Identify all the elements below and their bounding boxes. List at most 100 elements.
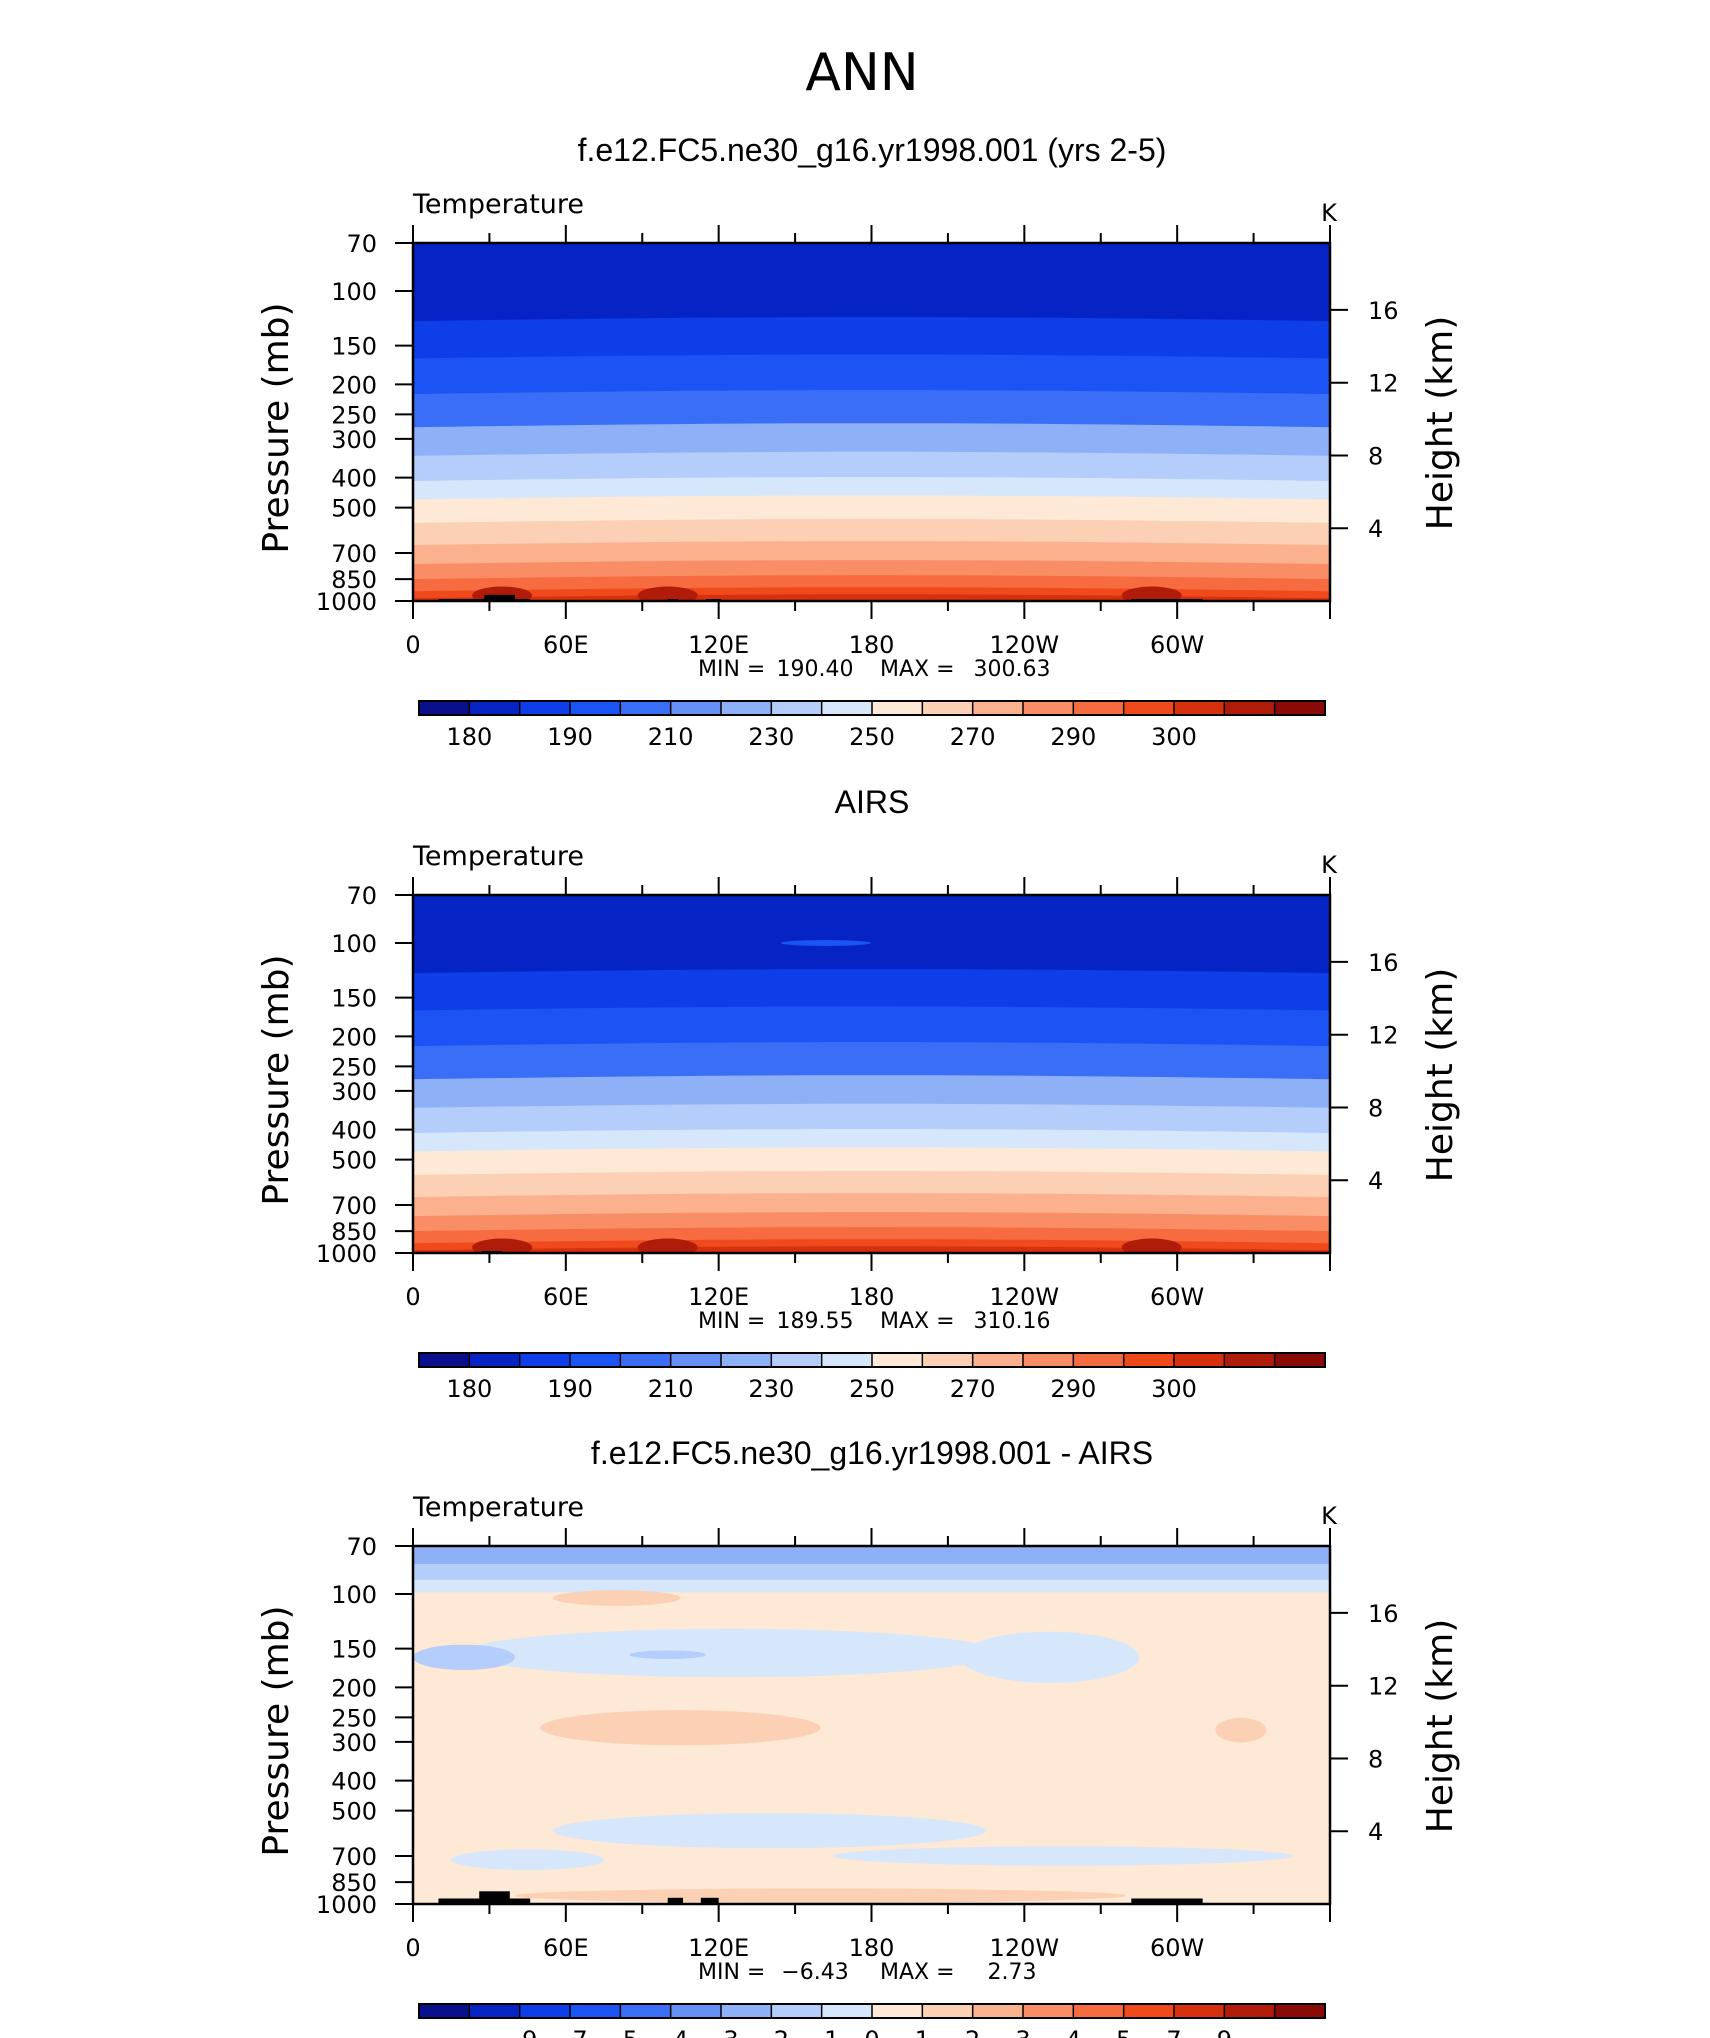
colorbar-label: 180 bbox=[446, 723, 492, 751]
colorbar-label: 210 bbox=[648, 1375, 694, 1403]
units-label: K bbox=[1321, 199, 1338, 227]
min-label: MIN = bbox=[698, 1309, 765, 1334]
x-tick-label: 120W bbox=[990, 1934, 1060, 1962]
colorbar-label: 270 bbox=[950, 1375, 996, 1403]
diff-region bbox=[629, 1650, 706, 1660]
land-mask bbox=[484, 594, 515, 601]
panel-model: f.e12.FC5.ne30_g16.yr1998.001 (yrs 2-5) T… bbox=[256, 132, 1461, 751]
height-tick-label: 16 bbox=[1368, 1600, 1399, 1628]
min-label: MIN = bbox=[698, 1960, 765, 1985]
colorbar-label: 290 bbox=[1050, 723, 1096, 751]
y-tick-label: 300 bbox=[331, 1729, 377, 1757]
colorbar-label: −2 bbox=[754, 2026, 789, 2038]
land-mask bbox=[479, 1891, 510, 1904]
height-tick-label: 8 bbox=[1368, 1745, 1383, 1773]
x-tick-label: 60E bbox=[543, 1283, 589, 1311]
diff-region bbox=[413, 1644, 515, 1670]
colorbar-label: 2 bbox=[965, 2026, 980, 2038]
colorbar-box bbox=[872, 2004, 923, 2018]
colorbar-box bbox=[1224, 2004, 1276, 2018]
height-tick-label: 4 bbox=[1368, 1167, 1383, 1195]
y-tick-label: 850 bbox=[331, 1218, 377, 1246]
diff-region bbox=[833, 1846, 1292, 1866]
panel-difference: f.e12.FC5.ne30_g16.yr1998.001 - AIRSTemp… bbox=[256, 1435, 1461, 2038]
colorbar-box bbox=[821, 1353, 873, 1367]
colorbar-label: −7 bbox=[552, 2026, 587, 2038]
colorbar-frame bbox=[418, 2003, 1326, 2019]
min-value: 190.40 bbox=[777, 657, 854, 682]
y-tick-label: 850 bbox=[331, 566, 377, 594]
colorbar-box bbox=[620, 701, 672, 715]
y-tick-label: 1000 bbox=[316, 1240, 377, 1268]
max-value: 310.16 bbox=[974, 1309, 1051, 1334]
colorbar-box bbox=[721, 1353, 772, 1367]
y-tick-label: 70 bbox=[346, 230, 377, 258]
y-tick-label: 250 bbox=[331, 1053, 377, 1081]
y-axis-label: Pressure (mb) bbox=[256, 302, 297, 553]
colorbar-box bbox=[419, 701, 470, 715]
colorbar-frame bbox=[418, 700, 1326, 716]
x-tick-label: 60W bbox=[1150, 1934, 1204, 1962]
colorbar-box bbox=[620, 2004, 672, 2018]
y-tick-label: 200 bbox=[331, 371, 377, 399]
colorbar-box bbox=[1073, 1353, 1125, 1367]
colorbar-box bbox=[519, 701, 571, 715]
max-value: 2.73 bbox=[988, 1960, 1037, 1985]
colorbar-label: −9 bbox=[502, 2026, 537, 2038]
colorbar-label: 230 bbox=[748, 1375, 794, 1403]
surface-warm-patch bbox=[637, 586, 698, 601]
colorbar-box bbox=[1274, 1353, 1326, 1367]
variable-label: Temperature bbox=[412, 189, 584, 220]
variable-label: Temperature bbox=[412, 841, 584, 872]
y-tick-label: 70 bbox=[346, 882, 377, 910]
colorbar-label: 5 bbox=[1116, 2026, 1131, 2038]
height-tick-label: 12 bbox=[1368, 1673, 1399, 1701]
units-label: K bbox=[1321, 851, 1338, 879]
colorbar-label: 250 bbox=[849, 723, 895, 751]
colorbar-label: 270 bbox=[950, 723, 996, 751]
colorbar-label: 300 bbox=[1151, 723, 1197, 751]
y-tick-label: 400 bbox=[331, 1117, 377, 1145]
colorbar-box bbox=[670, 2004, 722, 2018]
min-value: 189.55 bbox=[777, 1309, 854, 1334]
y-tick-label: 150 bbox=[331, 333, 377, 361]
y-tick-label: 300 bbox=[331, 426, 377, 454]
colorbar-box bbox=[570, 1353, 621, 1367]
colorbar-label: 190 bbox=[547, 1375, 593, 1403]
colorbar-label: 7 bbox=[1166, 2026, 1181, 2038]
y-tick-label: 150 bbox=[331, 985, 377, 1013]
colorbar-box bbox=[872, 701, 923, 715]
y-tick-label: 700 bbox=[331, 1843, 377, 1871]
x-tick-label: 120E bbox=[688, 1934, 749, 1962]
diff-region bbox=[514, 1888, 1127, 1903]
colorbar-box bbox=[922, 701, 974, 715]
min-value: −6.43 bbox=[781, 1960, 848, 1985]
colorbar-box bbox=[972, 2004, 1024, 2018]
colorbar-box bbox=[721, 2004, 772, 2018]
colorbar-box bbox=[821, 2004, 873, 2018]
y-tick-label: 100 bbox=[331, 930, 377, 958]
right-axis-label: Height (km) bbox=[1420, 316, 1461, 530]
surface-warm-patch bbox=[1121, 1238, 1182, 1253]
colorbar-box bbox=[972, 1353, 1024, 1367]
y-tick-label: 150 bbox=[331, 1636, 377, 1664]
panel-title: f.e12.FC5.ne30_g16.yr1998.001 - AIRS bbox=[591, 1435, 1153, 1471]
y-tick-label: 700 bbox=[331, 540, 377, 568]
colorbar-box bbox=[419, 1353, 470, 1367]
colorbar-box bbox=[469, 2004, 521, 2018]
colorbar-box bbox=[872, 1353, 923, 1367]
colorbar-box bbox=[922, 1353, 974, 1367]
height-tick-label: 16 bbox=[1368, 297, 1399, 325]
height-tick-label: 4 bbox=[1368, 515, 1383, 543]
colorbar-box bbox=[519, 2004, 571, 2018]
colorbar-box bbox=[1073, 701, 1125, 715]
y-tick-label: 300 bbox=[331, 1078, 377, 1106]
colorbar-box bbox=[771, 2004, 823, 2018]
colorbar-box bbox=[1224, 1353, 1276, 1367]
colorbar-box bbox=[972, 701, 1024, 715]
height-tick-label: 4 bbox=[1368, 1818, 1383, 1846]
y-tick-label: 1000 bbox=[316, 1891, 377, 1919]
x-tick-label: 180 bbox=[849, 631, 895, 659]
right-axis-label: Height (km) bbox=[1420, 1619, 1461, 1833]
